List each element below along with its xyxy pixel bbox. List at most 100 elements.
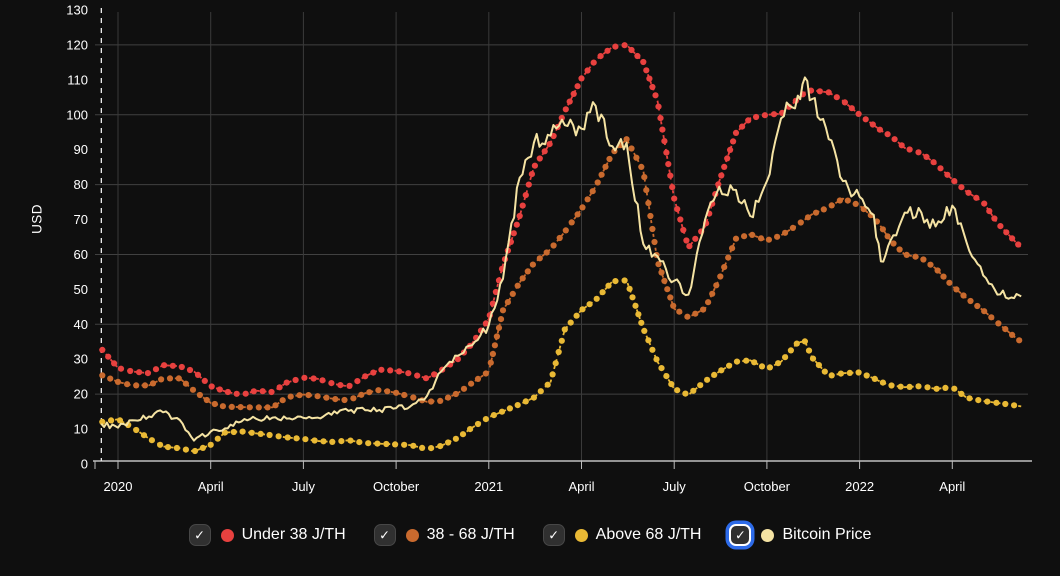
- data-point-dot: [567, 319, 574, 326]
- data-point-dot: [599, 289, 606, 296]
- data-point-dot: [975, 397, 982, 404]
- data-point-dot: [646, 75, 653, 82]
- data-point-dot: [107, 375, 114, 382]
- data-point-dot: [428, 445, 435, 452]
- y-tick-label: 10: [74, 422, 88, 437]
- data-point-dot: [836, 197, 844, 204]
- data-point-dot: [920, 256, 927, 263]
- data-point-dot: [506, 405, 513, 412]
- data-point-dot: [934, 267, 941, 274]
- data-point-dot: [713, 282, 720, 289]
- data-point-dot: [897, 383, 904, 390]
- data-point-dot: [149, 380, 157, 387]
- data-point-dot: [863, 372, 870, 379]
- legend-item-above-68-j-th[interactable]: ✓ Above 68 J/TH: [542, 524, 701, 546]
- data-point-dot: [140, 432, 148, 439]
- data-point-dot: [584, 196, 591, 203]
- data-point-dot: [923, 153, 930, 160]
- x-tick-label: April: [568, 479, 594, 494]
- data-point-dot: [482, 370, 489, 377]
- data-point-dot: [186, 366, 194, 374]
- data-point-dot: [272, 402, 279, 409]
- data-point-dot: [310, 375, 317, 382]
- data-point-dot: [337, 382, 344, 389]
- data-point-dot: [305, 392, 312, 399]
- data-point-dot: [652, 92, 659, 99]
- data-point-dot: [833, 94, 840, 101]
- price-line: [100, 76, 1022, 442]
- data-point-dot: [301, 374, 308, 381]
- data-point-dot: [105, 353, 112, 360]
- series-bitcoin-price: [100, 76, 1022, 442]
- data-point-dot: [230, 428, 237, 436]
- data-point-dot: [718, 172, 725, 179]
- data-point-dot: [536, 255, 543, 262]
- data-point-dot: [358, 391, 365, 398]
- data-point-dot: [766, 364, 774, 371]
- data-point-dot: [993, 399, 1000, 406]
- y-axis: 0 10 20 30 40 50 60 70 80 90 100 110 120 130: [66, 3, 88, 472]
- data-point-dot: [690, 387, 697, 394]
- data-point-dot: [623, 136, 630, 143]
- data-point-dot: [207, 441, 214, 448]
- data-point-dot: [203, 396, 210, 404]
- data-point-dot: [362, 373, 369, 380]
- data-point-dot: [761, 112, 769, 119]
- data-point-dot: [704, 376, 711, 383]
- legend-checkbox-above-68-j-th[interactable]: ✓: [542, 524, 565, 546]
- data-point-dot: [248, 429, 255, 436]
- legend-item-38-68-j-th[interactable]: ✓ 38 - 68 J/TH: [373, 524, 515, 546]
- legend-item-under-38-j-th[interactable]: ✓ Under 38 J/TH: [188, 524, 346, 546]
- data-point-dot: [284, 434, 291, 441]
- data-point-dot: [264, 404, 271, 411]
- data-point-dot: [757, 235, 765, 242]
- data-point-dot: [641, 174, 648, 181]
- data-point-dot: [597, 53, 604, 60]
- data-point-dot: [350, 395, 357, 402]
- data-point-dot: [365, 440, 372, 447]
- data-point-dot: [871, 375, 878, 382]
- data-point-dot: [431, 371, 438, 378]
- data-point-dot: [514, 282, 521, 289]
- data-point-dot: [725, 254, 732, 261]
- data-point-dot: [574, 83, 581, 90]
- data-point-dot: [124, 381, 131, 388]
- data-point-dot: [729, 245, 736, 252]
- data-point-dot: [809, 355, 817, 362]
- legend-checkbox-38-68-j-th[interactable]: ✓: [373, 524, 396, 546]
- data-point-dot: [216, 386, 223, 393]
- data-point-dot: [869, 121, 876, 128]
- legend-checkbox-under-38-j-th[interactable]: ✓: [188, 524, 211, 546]
- series-color-dot-bitcoin-price: [761, 528, 775, 542]
- data-point-dot: [370, 369, 377, 376]
- data-point-dot: [782, 354, 789, 361]
- data-point-dot: [531, 162, 539, 169]
- data-point-dot: [292, 376, 299, 384]
- data-point-dot: [356, 439, 363, 446]
- x-tick-label: October: [373, 479, 420, 494]
- data-point-dot: [323, 394, 330, 401]
- data-point-dot: [848, 105, 855, 112]
- data-point-dot: [801, 338, 809, 345]
- data-point-dot: [804, 214, 812, 221]
- data-point-dot: [879, 379, 887, 386]
- series-color-dot-under-38-j-th: [220, 528, 234, 542]
- data-point-dot: [634, 52, 641, 60]
- data-point-dot: [628, 145, 635, 152]
- data-point-dot: [293, 435, 300, 442]
- data-point-dot: [621, 42, 628, 49]
- data-point-dot: [705, 299, 712, 306]
- data-point-dot: [374, 440, 381, 447]
- series-connector-line: [101, 279, 1022, 453]
- data-point-dot: [852, 200, 859, 207]
- data-point-dot: [717, 273, 724, 280]
- data-point-dot: [208, 383, 215, 390]
- data-point-dot: [915, 383, 922, 390]
- data-point-dot: [522, 192, 529, 199]
- legend-item-bitcoin-price[interactable]: ✓ Bitcoin Price: [729, 524, 871, 546]
- data-point-dot: [346, 382, 353, 389]
- data-point-dot: [460, 385, 468, 392]
- legend-checkbox-bitcoin-price[interactable]: ✓: [729, 524, 752, 546]
- y-tick-label: 100: [66, 107, 88, 122]
- data-point-dot: [491, 342, 498, 349]
